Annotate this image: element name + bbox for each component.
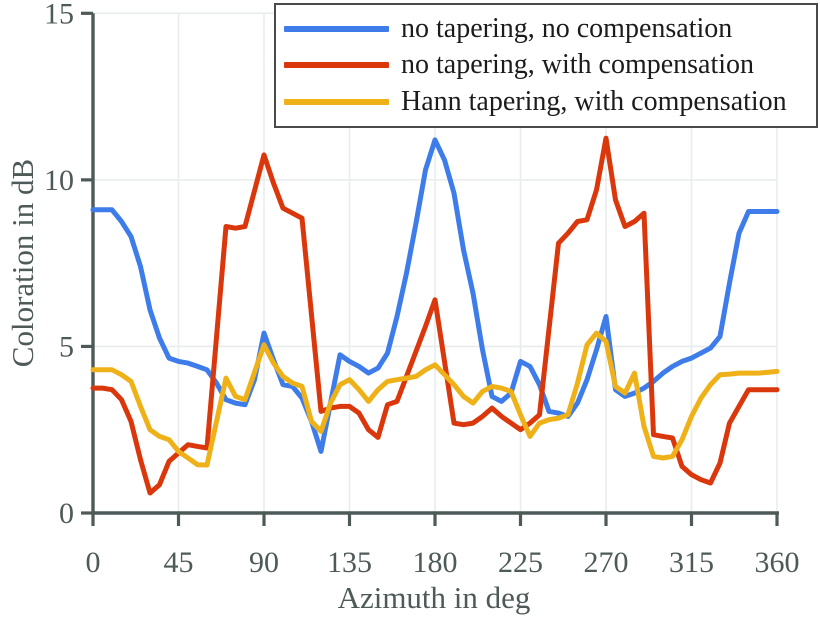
y-tick-label: 10: [44, 164, 74, 197]
x-tick-label: 45: [164, 546, 194, 579]
y-axis-title: Coloration in dB: [5, 158, 40, 368]
series-line-1: [90, 135, 780, 496]
x-tick-label: 0: [86, 546, 101, 579]
legend-entry-yellow: Hann tapering, with compensation: [284, 84, 816, 120]
legend-line-swatch-yellow: [284, 98, 389, 105]
series-line-0: [90, 137, 780, 454]
y-tick-label: 0: [59, 497, 74, 530]
legend-line-swatch-red: [284, 62, 389, 69]
series-line-2: [90, 330, 780, 468]
legend-box: no tapering, no compensation no tapering…: [274, 3, 818, 128]
x-tick-label: 360: [755, 546, 800, 579]
x-tick-label: 270: [584, 546, 629, 579]
x-tick-label: 180: [413, 546, 458, 579]
legend-label: no tapering, with compensation: [401, 49, 755, 81]
y-tick-label: 5: [59, 330, 74, 363]
x-axis-title: Azimuth in deg: [337, 580, 531, 615]
x-tick-label: 315: [669, 546, 714, 579]
legend-label: Hann tapering, with compensation: [401, 85, 787, 117]
legend-entry-blue: no tapering, no compensation: [284, 11, 816, 47]
legend-entry-red: no tapering, with compensation: [284, 47, 816, 83]
x-tick-label: 135: [327, 546, 372, 579]
legend-label: no tapering, no compensation: [401, 13, 733, 45]
legend-line-swatch-blue: [284, 26, 389, 33]
x-tick-label: 225: [498, 546, 543, 579]
y-tick-label: 15: [44, 0, 74, 30]
x-tick-label: 90: [249, 546, 279, 579]
